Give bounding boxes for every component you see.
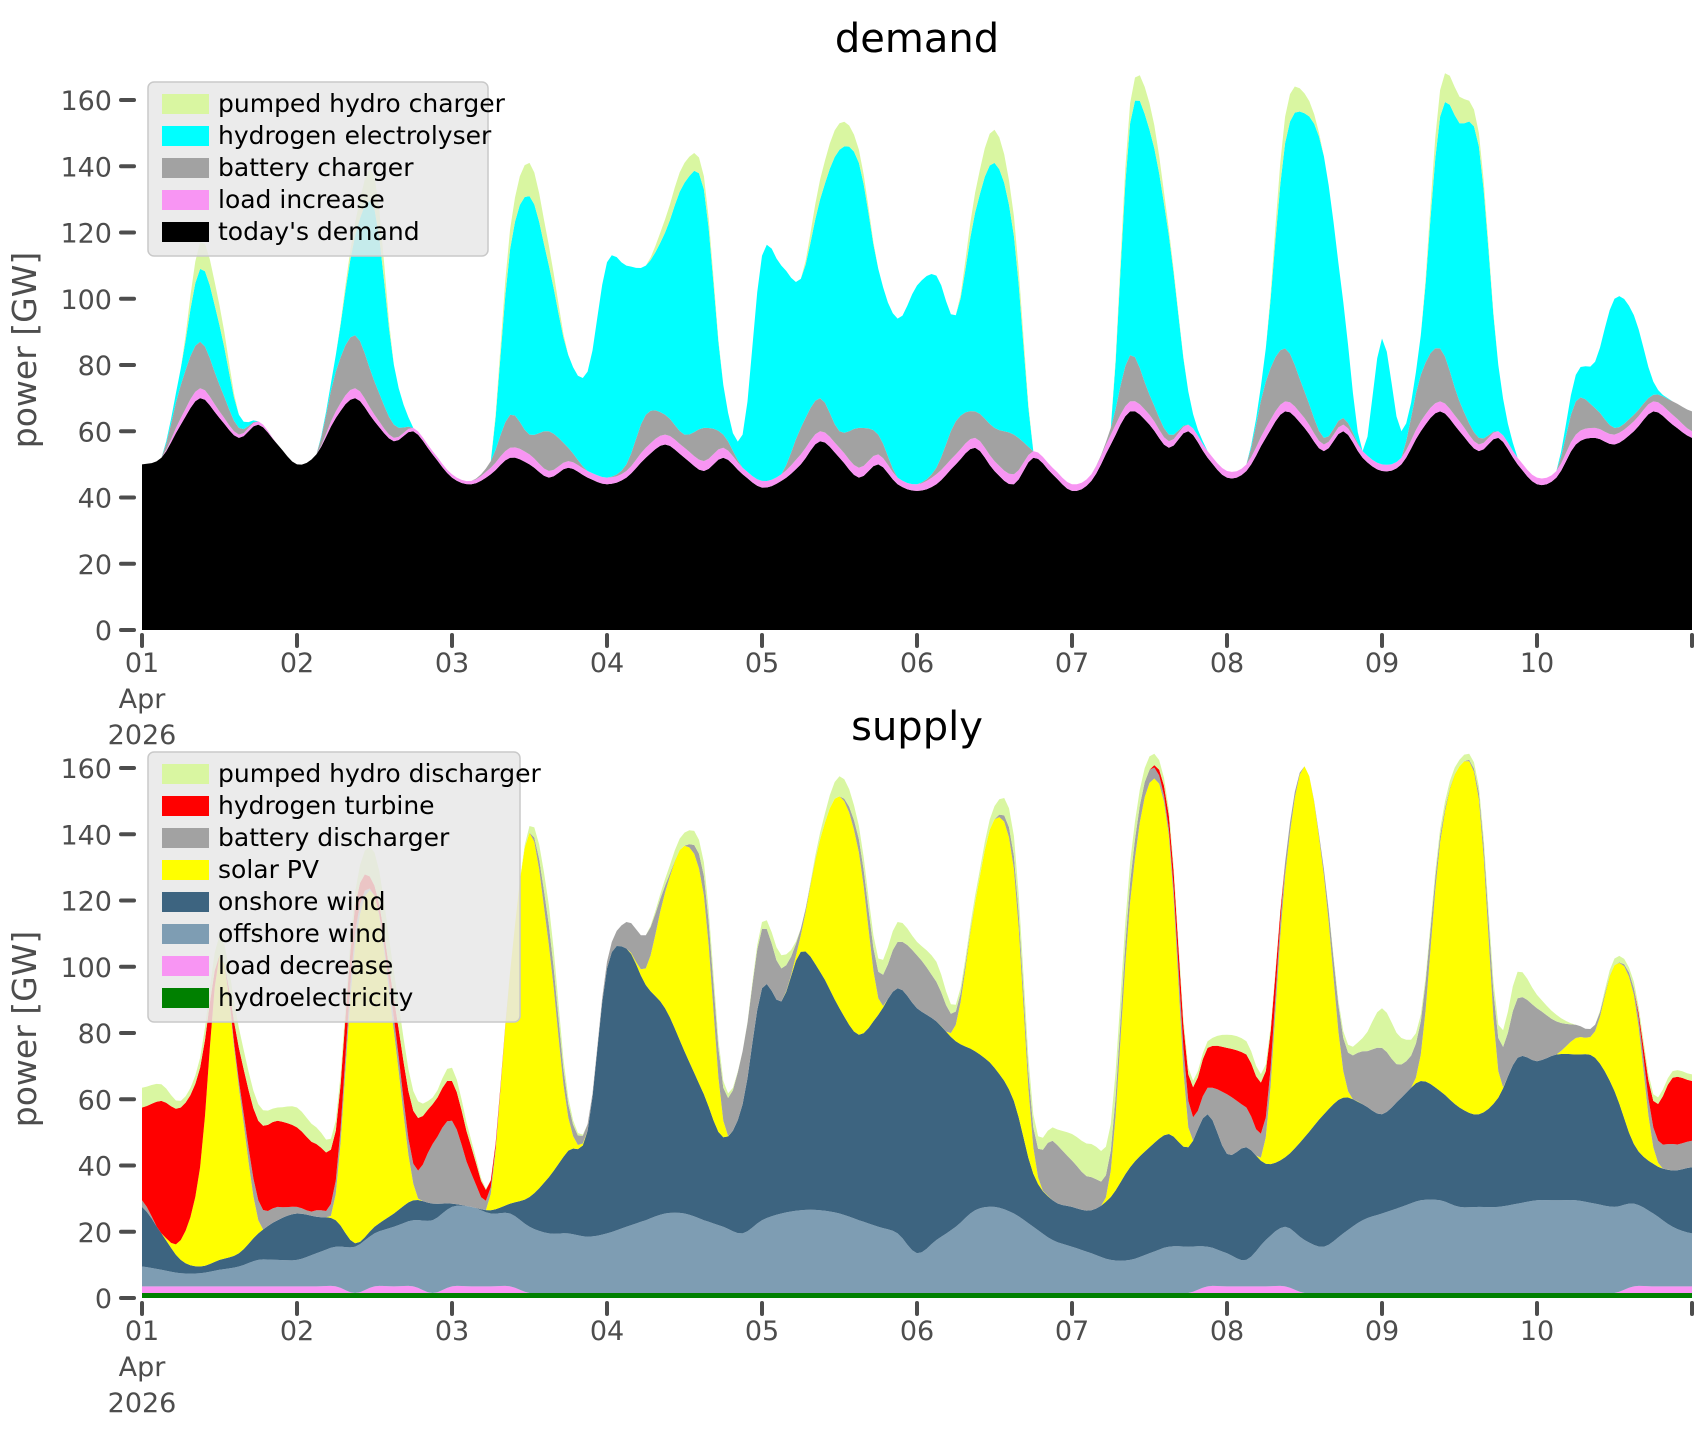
legend-swatch-hydroelectricity: [162, 988, 209, 1008]
x-tick-label: 04: [590, 1316, 624, 1347]
y-tick-label: 0: [95, 616, 112, 647]
area-hydrogen-turbine: [142, 759, 1692, 1245]
y-tick-label: 140: [60, 152, 112, 183]
legend-label-hydroelectricity: hydroelectricity: [218, 983, 414, 1012]
x-tick-label: 04: [590, 648, 624, 679]
legend-label-battery-charger: battery charger: [218, 153, 414, 182]
legend-label-load-decrease: load decrease: [218, 951, 393, 980]
legend-label-todays-demand: today's demand: [218, 217, 420, 246]
y-tick-label: 60: [78, 1085, 112, 1116]
x-tick-label: 07: [1055, 1316, 1089, 1347]
y-tick-label: 40: [78, 1152, 112, 1183]
legend-label-hydrogen-electrolyser: hydrogen electrolyser: [218, 121, 492, 150]
y-tick-label: 140: [60, 820, 112, 851]
legend-swatch-todays-demand: [162, 222, 209, 242]
y-tick-label: 40: [78, 484, 112, 515]
legend-label-pumped-hydro-charger: pumped hydro charger: [218, 89, 506, 118]
x-tick-label: 06: [900, 1316, 934, 1347]
supply-title: supply: [851, 704, 983, 750]
legend-swatch-load-increase: [162, 190, 209, 210]
legend-swatch-hydrogen-electrolyser: [162, 126, 209, 146]
x-tick-label: 08: [1210, 1316, 1244, 1347]
x-axis-month: Apr: [119, 684, 167, 715]
x-tick-label: 01: [125, 1316, 159, 1347]
legend-swatch-battery-charger: [162, 158, 209, 178]
y-tick-label: 160: [60, 86, 112, 117]
y-tick-label: 80: [78, 351, 112, 382]
x-tick-label: 06: [900, 648, 934, 679]
y-tick-label: 0: [95, 1284, 112, 1315]
area-hydrogen-electrolyser: [142, 100, 1692, 485]
area-onshore-wind: [142, 946, 1692, 1274]
x-tick-label: 03: [435, 648, 469, 679]
x-tick-label: 07: [1055, 648, 1089, 679]
legend-box: [147, 81, 489, 257]
area-load-increase: [142, 388, 1692, 491]
legend-swatch-load-decrease: [162, 956, 209, 976]
demand-plot: 0 20 40 60 80 100 120 140 160 01 02 03 04 05 06 07 08 09 1…: [60, 73, 1694, 751]
legend-swatch-battery-discharger: [162, 828, 209, 848]
y-tick-label: 120: [60, 887, 112, 918]
y-tick-label: 120: [60, 219, 112, 250]
supply-plot: 0 20 40 60 80 100 120 140 160 01 02 03 04 05 06 07 08 09 1…: [60, 751, 1694, 1419]
area-pumped-hydro-charger: [142, 73, 1692, 485]
x-tick-label: 01: [125, 648, 159, 679]
legend-swatch-pumped-hydro-discharger: [162, 764, 209, 784]
legend-label-solar-pv: solar PV: [218, 855, 319, 884]
legend-swatch-pumped-hydro-charger: [162, 94, 209, 114]
legend-swatch-offshore-wind: [162, 924, 209, 944]
x-tick-label: 05: [745, 1316, 779, 1347]
x-tick-label: 10: [1520, 648, 1554, 679]
y-tick-label: 80: [78, 1019, 112, 1050]
x-tick-label: 10: [1520, 1316, 1554, 1347]
area-battery-discharger: [142, 759, 1692, 1245]
area-hydroelectricity: [142, 1293, 1692, 1298]
demand-ylabel: power [GW]: [5, 252, 44, 448]
x-tick-label: 09: [1365, 648, 1399, 679]
legend-box: [147, 751, 521, 1023]
legend-label-onshore-wind: onshore wind: [218, 887, 385, 916]
y-tick-label: 100: [60, 285, 112, 316]
x-tick-label: 09: [1365, 1316, 1399, 1347]
legend-swatch-solar-pv: [162, 860, 209, 880]
x-tick-label: 08: [1210, 648, 1244, 679]
area-load-decrease: [142, 1285, 1692, 1293]
legend-label-battery-discharger: battery discharger: [218, 823, 450, 852]
x-axis-year: 2026: [108, 720, 177, 751]
supply-ylabel: power [GW]: [5, 931, 44, 1127]
y-tick-label: 20: [78, 550, 112, 581]
area-battery-charger: [142, 335, 1692, 485]
y-tick-label: 20: [78, 1218, 112, 1249]
legend-label-pumped-hydro-discharger: pumped hydro discharger: [218, 759, 541, 788]
legend-swatch-hydrogen-turbine: [162, 796, 209, 816]
legend-label-hydrogen-turbine: hydrogen turbine: [218, 791, 435, 820]
y-tick-label: 160: [60, 754, 112, 785]
x-tick-label: 03: [435, 1316, 469, 1347]
area-solar-pv: [142, 761, 1692, 1267]
y-tick-label: 60: [78, 417, 112, 448]
x-tick-label: 02: [280, 1316, 314, 1347]
legend-label-offshore-wind: offshore wind: [218, 919, 387, 948]
x-tick-label: 02: [280, 648, 314, 679]
x-axis-year: 2026: [108, 1388, 177, 1419]
x-axis-month: Apr: [119, 1352, 167, 1383]
demand-title: demand: [835, 16, 999, 62]
x-tick-label: 05: [745, 648, 779, 679]
y-tick-label: 100: [60, 953, 112, 984]
area-todays-demand: [142, 398, 1692, 630]
legend-swatch-onshore-wind: [162, 892, 209, 912]
legend-label-load-increase: load increase: [218, 185, 385, 214]
area-offshore-wind: [142, 1199, 1692, 1293]
